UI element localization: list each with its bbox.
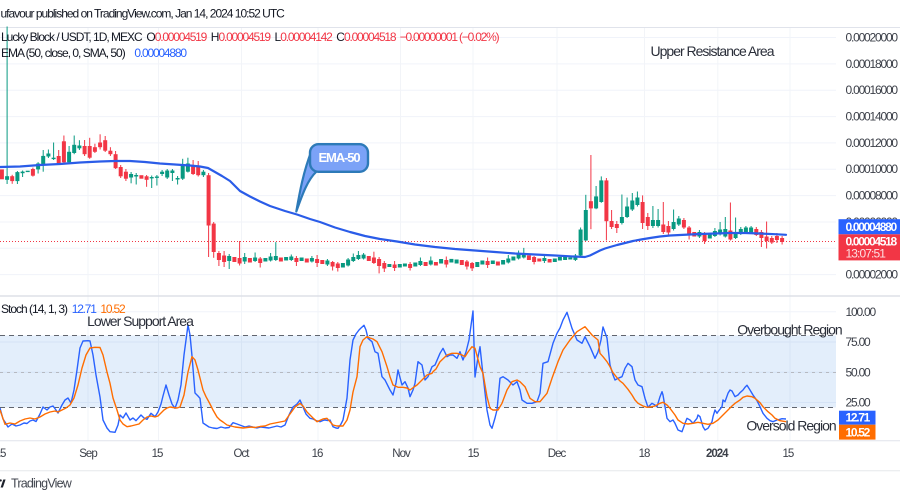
svg-text:2024: 2024 xyxy=(706,448,729,460)
svg-text:15: 15 xyxy=(783,448,794,460)
svg-text:TradingView: TradingView xyxy=(11,477,73,491)
svg-text:Sep: Sep xyxy=(79,448,97,460)
svg-text:Lower Support Area: Lower Support Area xyxy=(87,313,194,329)
svg-text:Oversold Region: Oversold Region xyxy=(746,418,835,434)
svg-text:13:07:51: 13:07:51 xyxy=(846,247,887,261)
svg-text:0.00008000: 0.00008000 xyxy=(846,189,899,203)
svg-text:25.00: 25.00 xyxy=(846,396,872,410)
svg-text:0.00020000: 0.00020000 xyxy=(846,31,899,45)
svg-text:Lucky Block / USDT, 1D, MEXC: Lucky Block / USDT, 1D, MEXC O0.00004519… xyxy=(1,30,500,44)
svg-text:12.71: 12.71 xyxy=(846,411,871,425)
svg-text:100.00: 100.00 xyxy=(846,305,877,319)
svg-text:0.00014000: 0.00014000 xyxy=(846,110,899,124)
svg-text:0.00010000: 0.00010000 xyxy=(846,162,899,176)
svg-text:EMA-50: EMA-50 xyxy=(318,150,360,165)
svg-text:Stoch (14, 1, 3) 12.71 10.52: Stoch (14, 1, 3) 12.71 10.52 xyxy=(1,302,126,316)
svg-text:10.52: 10.52 xyxy=(846,425,871,439)
svg-text:16: 16 xyxy=(312,448,323,460)
svg-text:Oct: Oct xyxy=(234,448,251,460)
svg-text:EMA (50, close, 0, SMA, 50) 0: EMA (50, close, 0, SMA, 50) 0.00004880 xyxy=(1,46,187,60)
svg-text:Dec: Dec xyxy=(548,448,567,460)
svg-text:50.00: 50.00 xyxy=(846,365,872,379)
svg-text:15: 15 xyxy=(152,448,163,460)
svg-text:Overbought Region: Overbought Region xyxy=(737,322,842,338)
svg-text:0.00012000: 0.00012000 xyxy=(846,136,899,150)
svg-text:15: 15 xyxy=(468,448,479,460)
svg-text:75.00: 75.00 xyxy=(846,335,872,349)
svg-text:15: 15 xyxy=(0,448,6,460)
svg-text:Nov: Nov xyxy=(392,448,411,460)
svg-text:18: 18 xyxy=(639,448,650,460)
svg-text:0.00004880: 0.00004880 xyxy=(846,220,898,234)
svg-text:Upper Resistance Area: Upper Resistance Area xyxy=(651,43,775,59)
svg-text:ufavour published on TradingVi: ufavour published on TradingView.com, Ja… xyxy=(1,7,286,21)
svg-text:0.00004518: 0.00004518 xyxy=(846,234,898,248)
svg-text:0.00002000: 0.00002000 xyxy=(846,268,899,282)
svg-text:0.00018000: 0.00018000 xyxy=(846,57,899,71)
svg-text:0.00016000: 0.00016000 xyxy=(846,83,899,97)
